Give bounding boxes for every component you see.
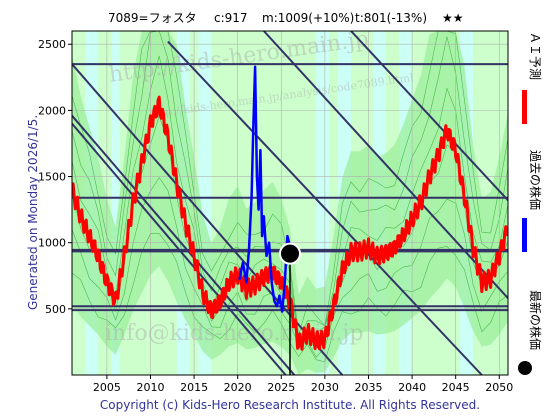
y-tick-label: 2500 (38, 38, 66, 51)
x-tick-label: 2020 (224, 381, 252, 394)
trend-line (72, 115, 296, 375)
chart-header: 7089=フォスタ c:917 m:1009(+10%) t:801(-13%)… (108, 11, 464, 25)
legend-past: 過去の株価 (522, 150, 543, 252)
grid-lines (72, 31, 508, 375)
target-forecast: t:801(-13%) (355, 11, 427, 25)
x-tick-label: 2045 (442, 381, 470, 394)
past-price-line (238, 65, 292, 313)
trend-line (350, 31, 508, 202)
legend-latest-swatch (518, 361, 532, 375)
x-axis-ticks: 2005 2010 2015 2020 2025 2030 2035 2040 2045 2050 (93, 375, 513, 394)
latest-marker-group (279, 242, 301, 375)
current-price: c:917 (214, 11, 248, 25)
trend-line (72, 122, 287, 375)
band-cyan-stripe (111, 31, 120, 375)
rating-stars: ★★ (442, 11, 464, 25)
legend: ＡＩ予測 過去の株価 最新の株価 (518, 32, 543, 375)
legend-past-label: 過去の株価 (528, 150, 543, 210)
band-envelope (72, 31, 508, 375)
trend-line (263, 31, 508, 299)
x-tick-label: 2005 (93, 381, 121, 394)
trend-line (167, 40, 483, 375)
y-tick-label: 1000 (38, 237, 66, 250)
trend-line (72, 63, 344, 375)
x-tick-label: 2040 (398, 381, 426, 394)
x-tick-label: 2035 (354, 381, 382, 394)
x-tick-label: 2050 (485, 381, 513, 394)
legend-forecast-label: ＡＩ予測 (528, 32, 542, 80)
latest-price-marker (279, 242, 301, 265)
plot-frame (71, 30, 509, 376)
x-tick-label: 2025 (267, 381, 295, 394)
y-tick-label: 1500 (38, 171, 66, 184)
trend-lines (72, 31, 508, 375)
legend-forecast: ＡＩ予測 (522, 32, 542, 124)
x-tick-label: 2015 (180, 381, 208, 394)
legend-latest-label: 最新の株価 (528, 290, 543, 350)
copyright-footer: Copyright (c) Kids-Hero Research Institu… (100, 398, 480, 412)
legend-forecast-swatch (522, 90, 527, 124)
y-tick-label: 500 (45, 303, 66, 316)
y-tick-label: 2000 (38, 104, 66, 117)
median-forecast: m:1009(+10%) (262, 11, 354, 25)
y-axis-ticks: 500 1000 1500 2000 2500 (38, 38, 72, 316)
x-tick-label: 2030 (311, 381, 339, 394)
legend-latest: 最新の株価 (518, 290, 543, 375)
x-tick-label: 2010 (136, 381, 164, 394)
legend-past-swatch (522, 218, 527, 252)
stock-code: 7089=フォスタ (108, 11, 197, 25)
generated-date: Generated on Monday 2026/1/5. (26, 115, 40, 310)
